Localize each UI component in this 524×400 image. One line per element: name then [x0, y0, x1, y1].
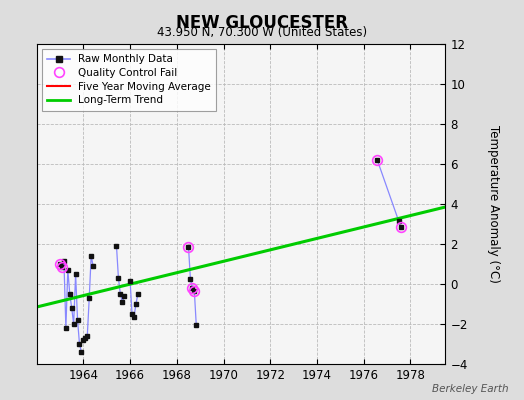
Text: NEW GLOUCESTER: NEW GLOUCESTER — [176, 14, 348, 32]
Text: Berkeley Earth: Berkeley Earth — [432, 384, 508, 394]
Y-axis label: Temperature Anomaly (°C): Temperature Anomaly (°C) — [487, 125, 500, 283]
Legend: Raw Monthly Data, Quality Control Fail, Five Year Moving Average, Long-Term Tren: Raw Monthly Data, Quality Control Fail, … — [42, 49, 216, 110]
Text: 43.950 N, 70.300 W (United States): 43.950 N, 70.300 W (United States) — [157, 26, 367, 39]
